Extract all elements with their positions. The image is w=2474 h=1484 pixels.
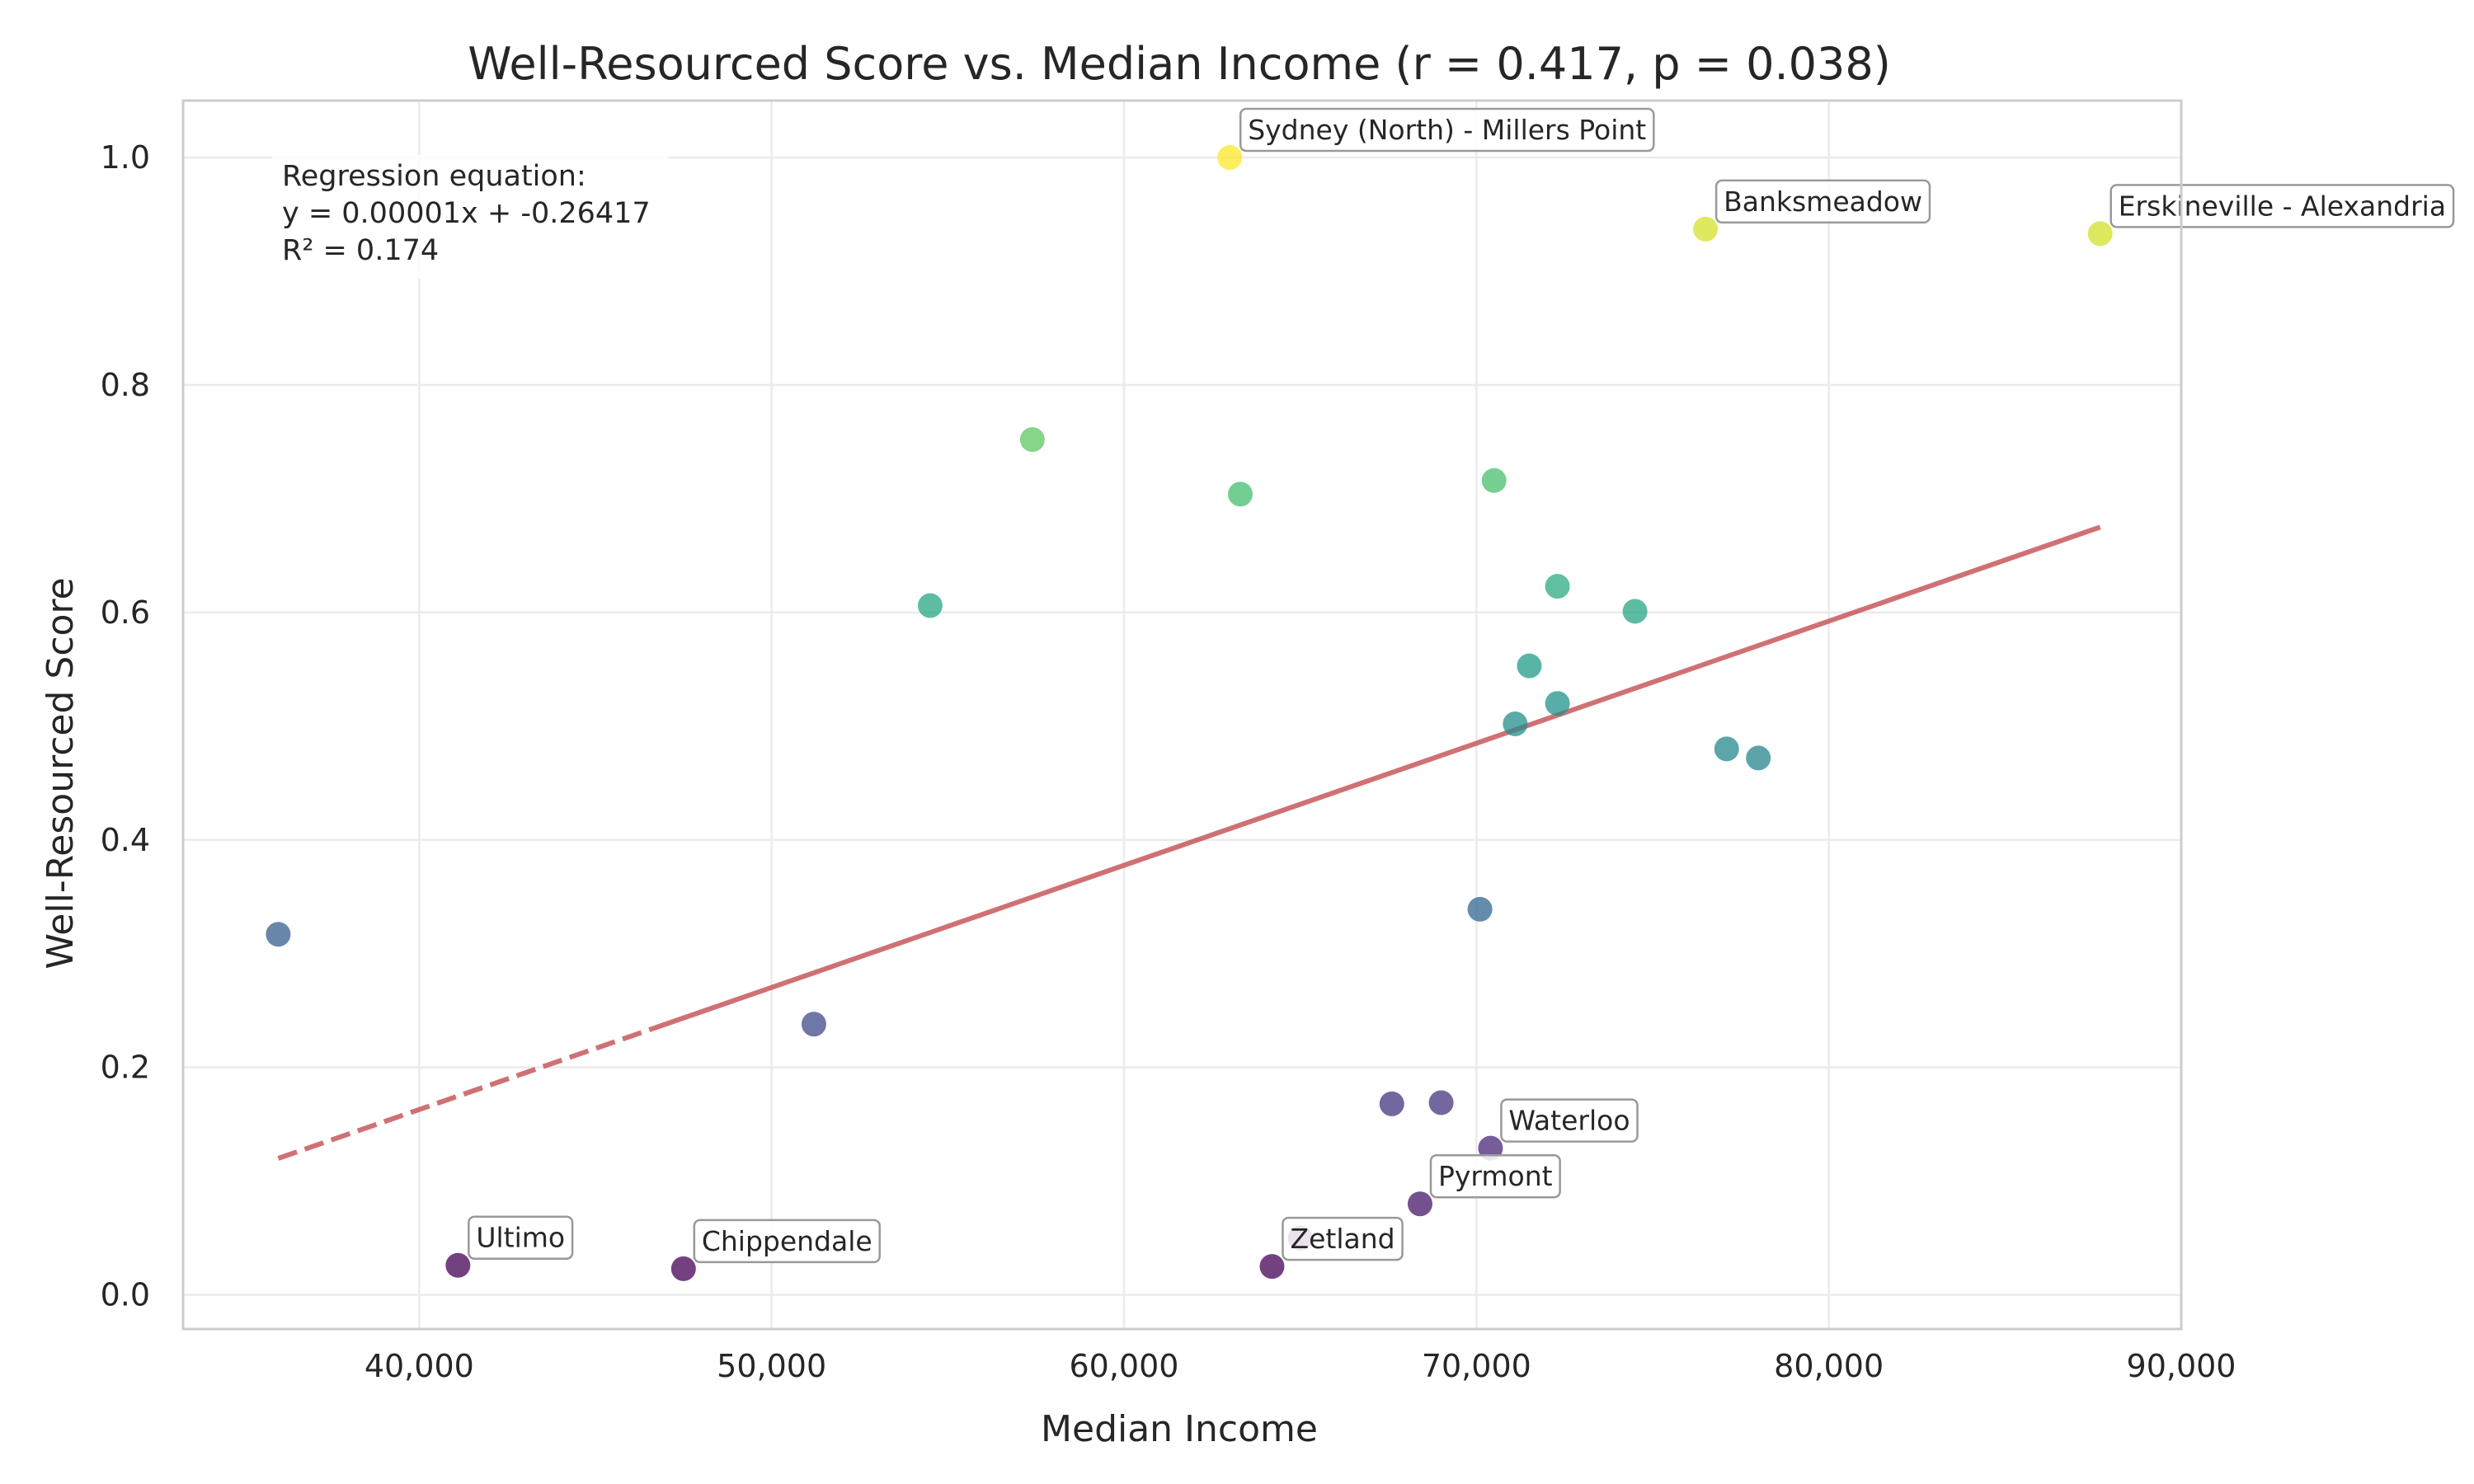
data-point	[1622, 599, 1648, 624]
data-point	[917, 593, 943, 618]
point-label: Waterloo	[1500, 1098, 1639, 1143]
data-point	[801, 1012, 826, 1037]
point-label: Banksmeadow	[1714, 179, 1931, 224]
data-point	[445, 1252, 471, 1278]
x-tick-label: 60,000	[1070, 1348, 1179, 1384]
data-point	[1545, 574, 1570, 599]
x-axis-ticks: 40,000 50,000 60,000 70,000 80,000 90,000	[365, 1348, 2236, 1384]
point-label-box	[693, 1219, 881, 1264]
point-label-text: Erskineville - Alexandria	[2119, 190, 2446, 222]
regression-equation-box: Regression equation: y = 0.00001x + -0.2…	[272, 155, 668, 279]
equation-line-3: R² = 0.174	[282, 234, 439, 267]
point-label-box	[1239, 107, 1655, 153]
data-point	[1714, 736, 1739, 762]
data-point	[1379, 1091, 1404, 1116]
data-point	[670, 1256, 696, 1281]
point-label-box	[2109, 184, 2455, 228]
y-tick-label: 0.0	[101, 1277, 150, 1313]
data-point	[1407, 1191, 1432, 1217]
point-label: Erskineville - Alexandria	[2109, 184, 2455, 228]
regression-line	[665, 524, 2101, 1026]
x-tick-label: 90,000	[2127, 1348, 2236, 1384]
point-label-text: Ultimo	[476, 1222, 565, 1254]
point-label-text: Zetland	[1290, 1223, 1395, 1255]
x-tick-label: 50,000	[717, 1348, 826, 1384]
x-tick-label: 80,000	[1774, 1348, 1884, 1384]
data-point	[266, 922, 291, 947]
y-tick-label: 0.4	[101, 822, 150, 858]
y-tick-label: 0.2	[101, 1050, 150, 1086]
data-point	[1467, 896, 1493, 922]
regression-line-dashed	[277, 1021, 667, 1161]
x-tick-label: 40,000	[365, 1348, 474, 1384]
point-label: Chippendale	[693, 1219, 881, 1264]
point-label-text: Chippendale	[702, 1225, 872, 1257]
x-axis-label: Median Income	[1041, 1408, 1318, 1450]
point-label-text: Banksmeadow	[1724, 186, 1922, 218]
point-label: Pyrmont	[1429, 1153, 1561, 1199]
data-point	[1228, 481, 1253, 507]
point-label: Ultimo	[468, 1215, 574, 1260]
y-tick-label: 0.6	[101, 594, 150, 631]
y-axis-label: Well-Resourced Score	[40, 577, 82, 969]
plot-frame	[181, 99, 2183, 1331]
point-label-text: Pyrmont	[1438, 1160, 1553, 1192]
data-point	[1693, 216, 1719, 242]
x-tick-label: 70,000	[1422, 1348, 1531, 1384]
point-annotations: Ultimo Chippendale Sydney (North) - Miller…	[468, 107, 2455, 1264]
data-point	[1746, 745, 1771, 771]
data-point	[1019, 427, 1045, 453]
y-tick-label: 1.0	[101, 139, 150, 176]
data-point	[1428, 1090, 1454, 1115]
point-label-text: Waterloo	[1508, 1105, 1630, 1137]
data-point	[1259, 1254, 1285, 1280]
y-tick-label: 0.8	[101, 367, 150, 403]
equation-line-2: y = 0.00001x + -0.26417	[282, 197, 651, 230]
point-label-box	[1282, 1216, 1404, 1261]
equation-line-1: Regression equation:	[282, 160, 586, 193]
point-label-text: Sydney (North) - Millers Point	[1248, 114, 1646, 146]
data-point	[2087, 221, 2113, 247]
data-point	[1503, 711, 1528, 737]
regression-line-group	[277, 524, 2101, 1161]
point-label-box	[1500, 1098, 1639, 1143]
y-axis-ticks: 0.0 0.2 0.4 0.6 0.8 1.0	[101, 139, 150, 1313]
data-point	[1481, 467, 1507, 493]
data-points	[266, 144, 2113, 1281]
point-label: Zetland	[1282, 1216, 1404, 1261]
point-label-box	[468, 1215, 574, 1260]
point-label-box	[1714, 179, 1931, 224]
point-label: Sydney (North) - Millers Point	[1239, 107, 1655, 153]
point-label-box	[1429, 1153, 1561, 1199]
chart-title: Well-Resourced Score vs. Median Income (…	[468, 38, 1891, 90]
data-point	[1217, 144, 1243, 170]
data-point	[1545, 691, 1570, 716]
data-point	[1517, 653, 1542, 679]
